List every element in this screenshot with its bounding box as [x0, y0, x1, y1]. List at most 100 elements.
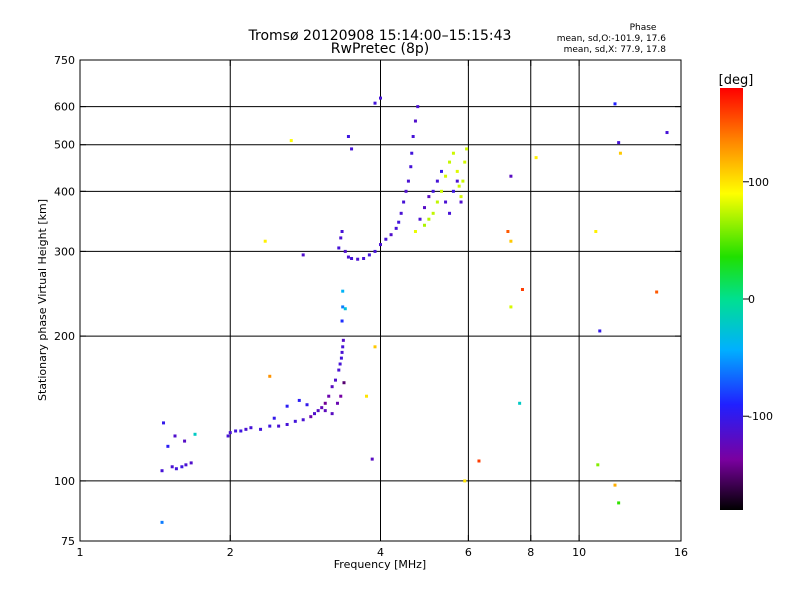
data-point	[350, 256, 354, 260]
data-point	[350, 147, 354, 151]
data-point	[461, 179, 465, 183]
data-point	[340, 229, 344, 233]
data-point	[277, 424, 281, 428]
data-point	[617, 501, 621, 505]
data-point	[184, 463, 188, 467]
data-point	[448, 211, 452, 215]
data-point	[509, 239, 513, 243]
data-point	[234, 429, 238, 433]
data-point	[285, 404, 289, 408]
phase-legend-title: Phase	[630, 23, 657, 33]
data-point	[373, 101, 377, 105]
colorbar-tick-label: 0	[748, 293, 755, 306]
data-point	[370, 457, 374, 461]
data-point	[477, 459, 481, 463]
data-point	[341, 305, 345, 309]
y-tick-label: 200	[54, 330, 75, 343]
data-point	[362, 256, 366, 260]
data-point	[418, 217, 422, 221]
data-point	[440, 169, 444, 173]
data-point	[448, 160, 452, 164]
colorbar-tick-label: -100	[748, 410, 773, 423]
data-point	[618, 151, 622, 155]
y-tick-label: 750	[54, 54, 75, 67]
colorbar-ticks: 100 0 -100	[743, 176, 773, 423]
data-point	[323, 401, 327, 405]
data-point	[617, 141, 621, 145]
data-point	[463, 479, 467, 483]
data-point	[518, 401, 522, 405]
data-point	[339, 236, 343, 240]
data-point	[340, 350, 344, 354]
data-point	[174, 467, 178, 471]
data-point	[373, 345, 377, 349]
data-point	[444, 174, 448, 178]
data-point	[384, 237, 388, 241]
data-point	[166, 444, 170, 448]
data-point	[285, 422, 289, 426]
data-point	[333, 378, 337, 382]
data-point	[301, 253, 305, 257]
data-point	[613, 483, 617, 487]
data-point	[305, 403, 309, 407]
data-point	[346, 255, 350, 259]
phase-legend-x: mean, sd,X: 77.9, 17.8	[564, 45, 667, 55]
colorbar-tick-label: 100	[748, 176, 769, 189]
data-point	[463, 160, 467, 164]
data-point	[228, 431, 232, 435]
data-point	[594, 229, 598, 233]
data-point	[413, 229, 417, 233]
data-point	[226, 434, 230, 438]
data-point	[534, 156, 538, 160]
data-point	[365, 394, 369, 398]
data-point	[301, 418, 305, 422]
data-point	[268, 374, 272, 378]
data-point	[367, 253, 371, 257]
data-point	[340, 319, 344, 323]
data-point	[193, 432, 197, 436]
data-point	[379, 96, 382, 100]
data-point	[338, 362, 342, 366]
data-point	[249, 426, 253, 430]
data-point	[183, 439, 187, 443]
data-point	[160, 469, 164, 473]
data-point	[404, 189, 408, 193]
x-tick-label: 6	[465, 546, 472, 559]
data-point	[440, 189, 444, 193]
data-point	[330, 385, 334, 389]
data-point	[427, 195, 431, 199]
data-point	[431, 189, 435, 193]
data-point	[312, 412, 316, 416]
data-point	[173, 434, 177, 438]
data-point	[435, 200, 439, 204]
data-point	[263, 239, 267, 243]
data-point	[457, 184, 461, 188]
colorbar-label: [deg]	[719, 73, 754, 88]
data-point	[451, 151, 455, 155]
chart-title: Tromsø 20120908 15:14:00–15:15:43	[248, 28, 512, 44]
data-point	[596, 463, 600, 467]
data-point	[239, 429, 243, 433]
y-tick-label: 400	[54, 185, 75, 198]
data-point	[394, 226, 398, 230]
x-tick-label: 1	[77, 546, 84, 559]
data-point	[337, 246, 341, 250]
data-point	[397, 220, 401, 224]
data-point	[330, 412, 334, 416]
data-point	[459, 195, 463, 199]
data-point	[451, 189, 455, 193]
data-point	[465, 147, 469, 151]
data-point	[346, 135, 350, 139]
data-point	[422, 206, 426, 210]
x-axis-label: Frequency [MHz]	[334, 558, 426, 571]
data-point	[402, 200, 406, 204]
data-point	[427, 217, 431, 221]
data-point	[356, 257, 360, 261]
data-point	[259, 427, 263, 431]
data-point	[180, 465, 184, 469]
data-point	[297, 398, 301, 402]
data-point	[316, 409, 320, 413]
data-point	[162, 421, 166, 425]
x-tick-label: 16	[674, 546, 688, 559]
x-tick-label: 8	[527, 546, 534, 559]
